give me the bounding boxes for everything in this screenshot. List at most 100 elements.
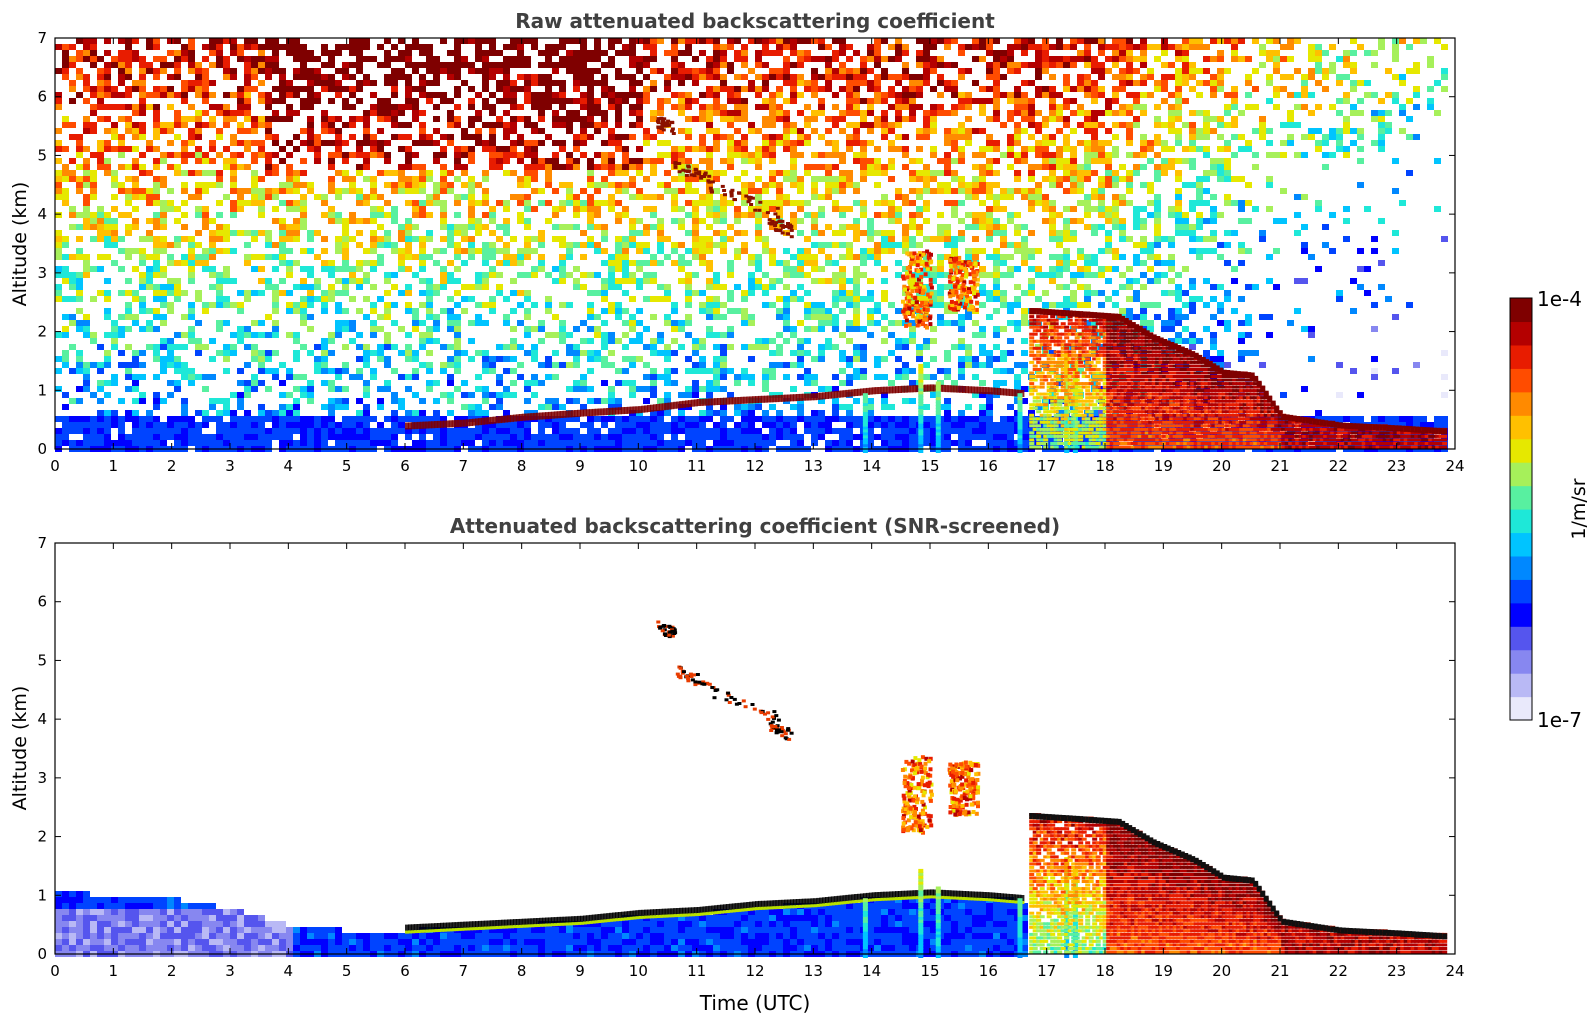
- x-tick-label: 10: [629, 962, 648, 980]
- y-tick-label: 0: [37, 945, 47, 963]
- x-tick-label: 2: [167, 457, 177, 475]
- x-tick-label: 14: [862, 457, 881, 475]
- x-tick-label: 4: [284, 962, 294, 980]
- colorbar-step: [1510, 626, 1532, 650]
- panel-raw-ylabel: Altitude (km): [9, 182, 31, 307]
- colorbar-unit-label: 1/m/sr: [1568, 478, 1590, 539]
- y-tick-label: 2: [37, 828, 47, 846]
- y-tick-label: 7: [37, 29, 47, 47]
- panel-raw-plot-area: [55, 38, 1448, 453]
- x-tick-label: 18: [1095, 457, 1114, 475]
- x-tick-label: 9: [575, 457, 585, 475]
- x-tick-label: 23: [1387, 457, 1406, 475]
- colorbar-min-label: 1e-7: [1537, 708, 1582, 732]
- colorbar-step: [1510, 532, 1532, 556]
- colorbar-step: [1510, 345, 1532, 369]
- x-tick-label: 20: [1212, 457, 1231, 475]
- panel-raw-title: Raw attenuated backscattering coefficien…: [515, 9, 995, 33]
- y-tick-label: 6: [37, 593, 47, 611]
- colorbar-step: [1510, 321, 1532, 345]
- panel-screened: Attenuated backscattering coefficient (S…: [9, 514, 1465, 1015]
- x-tick-label: 21: [1270, 457, 1289, 475]
- panel-screened-ylabel: Altitude (km): [9, 686, 31, 811]
- x-tick-label: 17: [1037, 962, 1056, 980]
- y-tick-label: 5: [37, 146, 47, 164]
- x-tick-label: 3: [225, 962, 235, 980]
- colorbar-step: [1510, 462, 1532, 486]
- x-tick-label: 4: [284, 457, 294, 475]
- x-tick-label: 3: [225, 457, 235, 475]
- x-tick-label: 20: [1212, 962, 1231, 980]
- x-tick-label: 17: [1037, 457, 1056, 475]
- x-tick-label: 2: [167, 962, 177, 980]
- colorbar-step: [1510, 697, 1532, 721]
- y-tick-label: 3: [37, 769, 47, 787]
- colorbar-step: [1510, 556, 1532, 580]
- colorbar-step: [1510, 415, 1532, 439]
- x-tick-label: 18: [1095, 962, 1114, 980]
- panel-raw: Raw attenuated backscattering coefficien…: [9, 9, 1465, 475]
- x-tick-label: 0: [50, 962, 60, 980]
- x-tick-label: 11: [687, 457, 706, 475]
- x-tick-label: 15: [920, 962, 939, 980]
- x-tick-label: 1: [109, 962, 119, 980]
- colorbar-step: [1510, 673, 1532, 697]
- colorbar-step: [1510, 486, 1532, 510]
- x-tick-label: 24: [1445, 962, 1464, 980]
- x-tick-label: 9: [575, 962, 585, 980]
- y-tick-label: 3: [37, 264, 47, 282]
- x-tick-label: 7: [459, 457, 469, 475]
- y-tick-label: 1: [37, 381, 47, 399]
- colorbar-step: [1510, 298, 1532, 322]
- colorbar-step: [1510, 439, 1532, 463]
- colorbar-step: [1510, 579, 1532, 603]
- x-tick-label: 12: [745, 457, 764, 475]
- x-tick-label: 12: [745, 962, 764, 980]
- x-tick-label: 13: [804, 962, 823, 980]
- x-tick-label: 22: [1329, 962, 1348, 980]
- x-tick-label: 15: [920, 457, 939, 475]
- x-tick-label: 8: [517, 457, 527, 475]
- x-tick-label: 1: [109, 457, 119, 475]
- x-tick-label: 14: [862, 962, 881, 980]
- y-tick-label: 7: [37, 534, 47, 552]
- cloud-and-precipitation: [1029, 813, 1447, 954]
- y-tick-label: 4: [37, 710, 47, 728]
- panel-screened-xlabel: Time (UTC): [699, 991, 811, 1015]
- x-tick-label: 24: [1445, 457, 1464, 475]
- x-tick-label: 7: [459, 962, 469, 980]
- y-tick-label: 4: [37, 205, 47, 223]
- x-tick-label: 10: [629, 457, 648, 475]
- x-tick-label: 8: [517, 962, 527, 980]
- colorbar: 1e-4 1e-7 1/m/sr: [1510, 287, 1590, 732]
- x-tick-label: 23: [1387, 962, 1406, 980]
- x-tick-label: 13: [804, 457, 823, 475]
- x-tick-label: 21: [1270, 962, 1289, 980]
- y-tick-label: 0: [37, 440, 47, 458]
- x-tick-label: 19: [1154, 962, 1173, 980]
- x-tick-label: 11: [687, 962, 706, 980]
- colorbar-max-label: 1e-4: [1537, 287, 1582, 311]
- colorbar-step: [1510, 392, 1532, 416]
- x-tick-label: 5: [342, 457, 352, 475]
- colorbar-step: [1510, 509, 1532, 533]
- x-tick-label: 16: [979, 962, 998, 980]
- y-tick-label: 2: [37, 323, 47, 341]
- x-tick-label: 5: [342, 962, 352, 980]
- y-tick-label: 6: [37, 88, 47, 106]
- panel-screened-plot-area: [55, 621, 1447, 959]
- colorbar-step: [1510, 368, 1532, 392]
- x-tick-label: 16: [979, 457, 998, 475]
- x-tick-label: 0: [50, 457, 60, 475]
- y-tick-label: 5: [37, 651, 47, 669]
- colorbar-step: [1510, 650, 1532, 674]
- colorbar-step: [1510, 603, 1532, 627]
- x-tick-label: 22: [1329, 457, 1348, 475]
- colorbar-steps: [1510, 298, 1532, 721]
- x-tick-label: 6: [400, 457, 410, 475]
- panel-screened-title: Attenuated backscattering coefficient (S…: [450, 514, 1060, 538]
- elevated-aerosol-layers: [656, 621, 980, 835]
- x-tick-label: 6: [400, 962, 410, 980]
